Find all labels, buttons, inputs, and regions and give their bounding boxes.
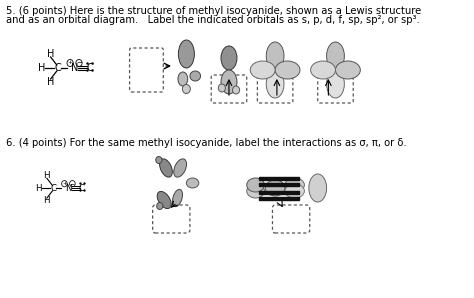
Text: 6. (4 points) For the same methyl isocyanide, label the interactions as σ, π, or: 6. (4 points) For the same methyl isocya… [6,138,407,148]
Ellipse shape [219,84,226,92]
Ellipse shape [265,180,285,196]
Ellipse shape [221,46,237,70]
Text: 5. (6 points) Here is the structure of methyl isocyanide, shown as a Lewis struc: 5. (6 points) Here is the structure of m… [6,6,421,16]
Ellipse shape [247,178,264,192]
Ellipse shape [178,40,194,68]
Ellipse shape [160,159,173,177]
Ellipse shape [285,184,304,198]
Ellipse shape [250,61,275,79]
Ellipse shape [327,70,344,98]
Ellipse shape [266,42,284,70]
Ellipse shape [221,70,237,94]
Ellipse shape [156,156,162,164]
Text: −: − [70,181,75,186]
Text: H: H [38,63,46,73]
Bar [259,196,299,199]
Text: C: C [55,63,61,73]
Text: N: N [71,63,78,73]
Ellipse shape [233,86,240,94]
Ellipse shape [190,71,201,81]
Ellipse shape [310,61,336,79]
Text: N: N [65,184,72,193]
Ellipse shape [178,72,188,86]
Text: C: C [86,63,93,73]
Ellipse shape [309,174,327,202]
Ellipse shape [275,61,300,79]
Text: C: C [79,184,85,193]
Text: H: H [47,77,55,87]
Text: and as an orbital diagram.   Label the indicated orbitals as s, p, d, f, sp, sp²: and as an orbital diagram. Label the ind… [6,15,420,25]
Bar [259,190,299,193]
Text: +: + [62,181,67,186]
Ellipse shape [157,191,171,209]
Text: +: + [67,60,73,66]
Ellipse shape [327,42,344,70]
Ellipse shape [285,178,304,192]
Ellipse shape [266,70,284,98]
Text: H: H [44,196,50,205]
Ellipse shape [336,61,360,79]
Ellipse shape [182,85,191,94]
Ellipse shape [247,184,264,198]
Text: H: H [47,49,55,59]
Bar [259,176,299,179]
Text: −: − [76,60,82,66]
Bar [259,182,299,185]
Text: H: H [36,184,42,193]
Text: H: H [44,171,50,180]
Ellipse shape [174,159,187,177]
Ellipse shape [173,189,182,207]
Ellipse shape [186,178,199,188]
Text: C: C [50,184,56,193]
Ellipse shape [156,203,163,209]
